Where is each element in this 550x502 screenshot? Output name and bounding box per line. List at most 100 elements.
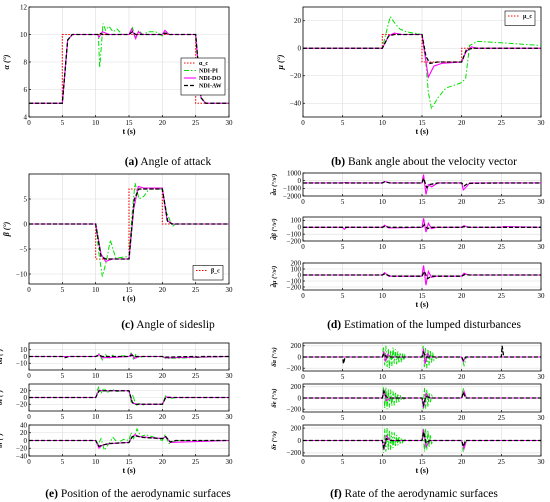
x-tick-label: 15 [126,413,134,421]
x-tick-label: 25 [498,292,506,300]
legend-label: α_c [199,61,208,67]
x-axis-label: t (s) [122,294,135,303]
x-tick-label: 30 [226,286,234,294]
x-tick-label: 5 [61,372,65,380]
y-tick-label: −40 [290,100,301,108]
caption-a-label: (a) [125,156,139,168]
x-tick-label: 20 [159,286,167,294]
x-tick-label: 20 [458,373,466,381]
y-tick-label: 10 [20,346,28,354]
x-tick-label: 30 [226,372,234,380]
y-tick-label: −200 [287,449,302,457]
series-ndi_aw-line [29,354,229,359]
y-axis-label: δ̇a (°/s) [271,347,278,366]
y-tick-label: 0 [24,220,28,228]
y-tick-label: 0 [298,437,302,445]
y-axis-label: δa (°) [0,349,4,364]
y-axis-label: δ̇e (°/s) [271,388,278,407]
y-tick-label: 0 [24,353,28,361]
x-tick-label: 25 [498,198,506,206]
legend-label: β_c [211,269,220,275]
x-tick-label: 15 [126,119,134,127]
series-ndi_aw-line [303,33,541,65]
caption-d-text: Estimation of the lumped disturbances [341,319,521,331]
x-tick-label: 0 [301,119,305,127]
y-tick-label: 12 [20,3,28,11]
x-tick-label: 0 [27,458,31,466]
series-ndi_pi-line [303,428,541,453]
x-tick-label: 15 [419,458,427,466]
x-tick-label: 15 [419,198,427,206]
x-tick-label: 10 [92,413,100,421]
y-tick-label: 200 [291,424,302,432]
y-tick-label: 200 [291,383,302,391]
x-axis-label: t (s) [415,300,428,309]
x-tick-label: 5 [61,458,65,466]
x-tick-label: 25 [192,372,200,380]
y-tick-label: −10 [16,270,27,278]
y-tick-label: −20 [16,401,27,409]
y-tick-label: −2000 [283,192,301,200]
legend-box [504,10,536,26]
x-tick-label: 0 [27,119,31,127]
y-tick-label: −200 [287,237,302,245]
x-tick-label: 30 [538,373,546,381]
x-tick-label: 20 [458,198,466,206]
y-axis-label: δr (°) [0,433,4,447]
series-ref-line [29,188,229,260]
x-tick-label: 20 [458,458,466,466]
x-axis-label: t (s) [415,466,428,475]
x-tick-label: 20 [458,243,466,251]
y-tick-label: 20 [20,429,28,437]
caption-c: (c) Angle of sideslip [121,319,215,331]
x-tick-label: 20 [159,119,167,127]
y-tick-label: 40 [20,421,28,429]
y-tick-label: −100 [287,277,302,285]
x-tick-label: 25 [498,243,506,251]
x-tick-label: 5 [61,119,65,127]
x-tick-label: 20 [458,292,466,300]
x-tick-label: 5 [61,286,65,294]
caption-b: (b) Bank angle about the velocity vector [331,156,517,168]
x-tick-label: 15 [126,458,134,466]
x-tick-label: 20 [458,414,466,422]
y-tick-label: 100 [291,265,302,273]
y-axis-label: d̂β (°/s²) [271,218,278,239]
y-tick-label: −40 [16,452,27,460]
y-tick-label: 0 [24,437,28,445]
series-ndi_pi-line [29,427,229,452]
y-tick-label: −10 [16,360,27,368]
x-tick-label: 30 [538,292,546,300]
x-tick-label: 0 [301,373,305,381]
x-tick-label: 0 [301,243,305,251]
x-tick-label: 15 [419,243,427,251]
y-tick-label: −100 [287,230,302,238]
x-tick-label: 0 [27,286,31,294]
x-tick-label: 20 [458,119,466,127]
x-axis-label: t (s) [122,466,135,475]
y-tick-label: 0 [298,353,302,361]
legend-box [180,57,226,96]
x-tick-label: 5 [341,373,345,381]
series-ndi_aw-line [303,269,541,280]
y-tick-label: −20 [290,72,301,80]
legend-box [192,265,224,281]
x-tick-label: 5 [341,119,345,127]
panel-mu: 0 5 10 15 20 25 30 −40 −20 0 20 t (s) μ (°) μ_c [276,6,545,136]
x-tick-label: 0 [301,458,305,466]
x-tick-label: 5 [341,292,345,300]
caption-e-text: Position of the aerodynamic surfaces [58,488,231,500]
series-ndi_pi-line [303,345,541,369]
x-tick-label: 30 [226,413,234,421]
legend-label: μ_c [523,14,532,20]
caption-d: (d) Estimation of the lumped disturbance… [327,319,521,331]
x-tick-label: 20 [159,458,167,466]
y-tick-label: 10 [20,31,28,39]
x-tick-label: 10 [379,119,387,127]
